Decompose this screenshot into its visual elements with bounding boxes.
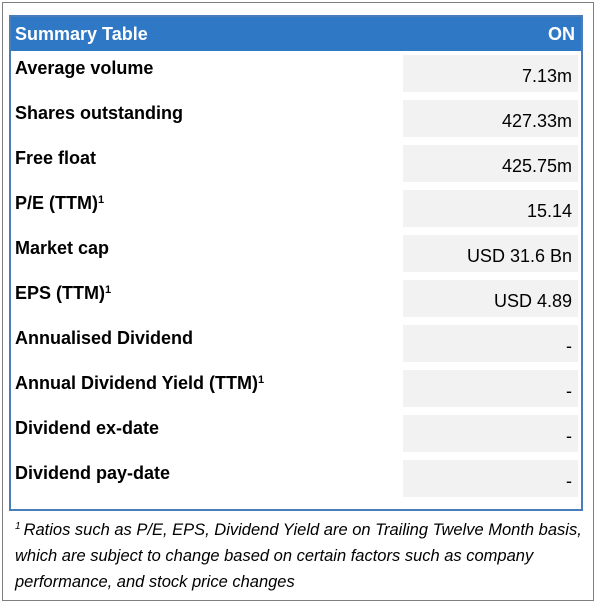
row-label: Dividend ex-date — [15, 418, 160, 438]
row-value: - — [403, 325, 578, 362]
table-header: Summary Table ON — [11, 17, 581, 51]
row-label: EPS (TTM)1 — [15, 283, 112, 303]
ticker-symbol: ON — [548, 23, 575, 44]
summary-table: Summary Table ON Average volume 7.13m Sh… — [9, 15, 583, 511]
row-label: Annualised Dividend — [15, 328, 194, 348]
table-row: Annualised Dividend - — [11, 321, 581, 366]
row-label: P/E (TTM)1 — [15, 193, 105, 213]
footnote-marker: 1 — [15, 521, 21, 532]
row-label: Average volume — [15, 58, 154, 78]
table-row: Annual Dividend Yield (TTM)1 - — [11, 366, 581, 411]
row-value: 7.13m — [403, 55, 578, 92]
table-row: Average volume 7.13m — [11, 51, 581, 96]
row-value: 427.33m — [403, 100, 578, 137]
row-value: USD 31.6 Bn — [403, 235, 578, 272]
row-label: Free float — [15, 148, 97, 168]
table-title: Summary Table — [15, 23, 148, 44]
row-label: Annual Dividend Yield (TTM)1 — [15, 373, 265, 393]
table-row: Free float 425.75m — [11, 141, 581, 186]
row-label: Shares outstanding — [15, 103, 184, 123]
row-value: USD 4.89 — [403, 280, 578, 317]
row-value: - — [403, 370, 578, 407]
table-row: EPS (TTM)1 USD 4.89 — [11, 276, 581, 321]
row-value: - — [403, 415, 578, 452]
table-row: P/E (TTM)1 15.14 — [11, 186, 581, 231]
table-row: Shares outstanding 427.33m — [11, 96, 581, 141]
table-row: Dividend ex-date - — [11, 411, 581, 456]
table-row: Market cap USD 31.6 Bn — [11, 231, 581, 276]
row-label: Market cap — [15, 238, 110, 258]
row-value: 425.75m — [403, 145, 578, 182]
row-label: Dividend pay-date — [15, 463, 171, 483]
row-value: 15.14 — [403, 190, 578, 227]
row-value: - — [403, 460, 578, 497]
footnote: 1 Ratios such as P/E, EPS, Dividend Yield… — [15, 517, 585, 595]
footnote-text: Ratios such as P/E, EPS, Dividend Yield … — [15, 521, 582, 591]
table-row: Dividend pay-date - — [11, 456, 581, 501]
